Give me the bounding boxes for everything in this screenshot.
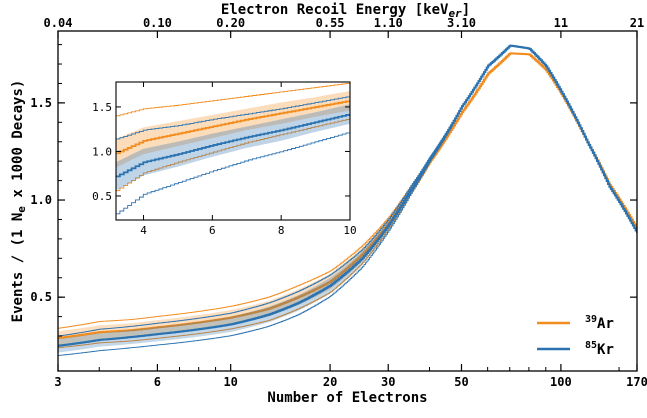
y-axis-title: Events / (1 Ne x 1000 Decays) xyxy=(10,80,28,323)
top-tick-label: 1.10 xyxy=(374,16,403,30)
series-line-85kr xyxy=(58,44,637,347)
x-tick-label: 10 xyxy=(223,375,237,389)
inset-outer-lower-39ar xyxy=(116,118,350,192)
inset-y-tick-label: 1.0 xyxy=(92,145,112,158)
x-tick-label: 50 xyxy=(454,375,468,389)
x-axis-title: Number of Electrons xyxy=(267,390,427,406)
x-tick-label: 20 xyxy=(323,375,337,389)
inset-series-group xyxy=(116,82,350,215)
inset-band-39ar xyxy=(116,90,350,168)
x-tick-label: 170 xyxy=(626,375,647,389)
top-tick-label: 11 xyxy=(554,16,568,30)
inset-band-85kr xyxy=(116,104,350,191)
inset-outer-upper-85kr xyxy=(116,96,350,140)
inset-series-line-39ar xyxy=(116,100,350,155)
inset-x-tick-label: 6 xyxy=(209,224,216,237)
inset-x-tick-label: 4 xyxy=(140,224,147,237)
legend: 39Ar 85Kr xyxy=(537,314,614,358)
top-tick-label: 0.04 xyxy=(44,16,73,30)
top-tick-label: 3.10 xyxy=(447,16,476,30)
inset-outer-lower-85kr xyxy=(116,131,350,215)
inset-background xyxy=(116,82,350,220)
main-series-group xyxy=(58,44,637,356)
y-tick-label: 0.5 xyxy=(30,290,52,304)
inset-outer-upper-39ar xyxy=(116,82,350,117)
inset-plot-area: 4 6 8 10 0.5 1.0 1.5 xyxy=(92,81,357,237)
top-axis-title: Electron Recoil Energy [keVer] xyxy=(221,2,470,20)
top-tick-label: 0.20 xyxy=(216,16,245,30)
legend-label-39ar: 39Ar xyxy=(585,314,614,332)
inset-x-tick-label: 8 xyxy=(278,224,285,237)
main-plot-area: 3 6 10 20 30 50 100 170 0.04 0.10 0.20 0.55 1.10 3.10… xyxy=(10,2,647,406)
inset-y-tick-label: 1.5 xyxy=(92,101,112,114)
inset-series-line-85kr xyxy=(116,114,350,178)
legend-label-85kr: 85Kr xyxy=(585,340,614,358)
x-tick-label: 100 xyxy=(550,375,572,389)
y-tick-label: 1.5 xyxy=(30,96,52,110)
top-tick-label: 0.55 xyxy=(316,16,345,30)
x-tick-label: 3 xyxy=(54,375,61,389)
x-tick-label: 6 xyxy=(154,375,161,389)
top-tick-label: 21 xyxy=(630,16,644,30)
main-frame xyxy=(57,30,638,372)
x-tick-label: 30 xyxy=(381,375,395,389)
inset-x-tick-label: 10 xyxy=(343,224,356,237)
inset-y-tick-label: 0.5 xyxy=(92,190,112,203)
series-line-39ar xyxy=(58,52,637,339)
y-tick-label: 1.0 xyxy=(30,193,52,207)
top-tick-label: 0.10 xyxy=(143,16,172,30)
